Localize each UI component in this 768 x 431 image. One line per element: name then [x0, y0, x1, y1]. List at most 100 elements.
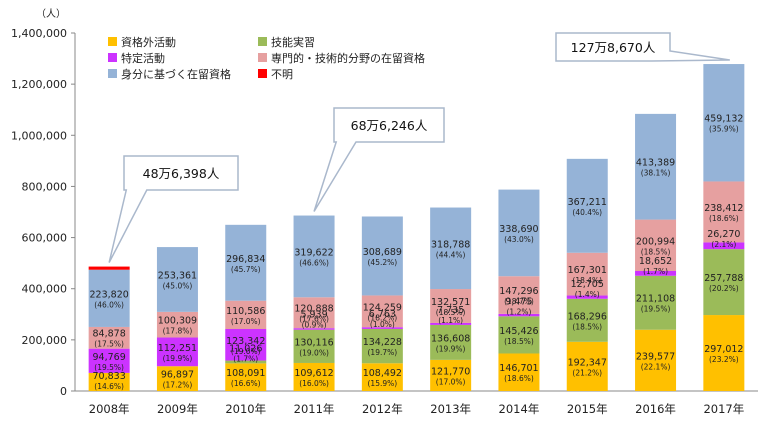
y-tick-label: 1,400,000 — [11, 27, 67, 40]
percent-label: (45.7%) — [231, 265, 261, 274]
data-label: 6,763 — [369, 309, 396, 320]
percent-label: (19.0%) — [299, 348, 329, 357]
callout-text: 48万6,398人 — [143, 166, 220, 181]
percent-label: (17.6%) — [299, 315, 329, 324]
data-label: 121,770 — [431, 366, 470, 377]
percent-label: (18.4%) — [572, 276, 602, 285]
bar-segment — [430, 322, 472, 325]
percent-label: (18.6%) — [709, 214, 739, 223]
data-label: 120,888 — [294, 304, 333, 315]
data-label: 168,296 — [568, 311, 607, 322]
x-tick-label: 2016年 — [635, 402, 676, 416]
percent-label: (18.7%) — [504, 297, 534, 306]
data-label: 7,735 — [437, 305, 464, 316]
x-tick-label: 2012年 — [362, 402, 403, 416]
bar-segment — [430, 324, 472, 360]
y-tick-label: 1,200,000 — [11, 78, 67, 91]
percent-label: (35.9%) — [709, 125, 739, 134]
x-tick-label: 2009年 — [157, 402, 198, 416]
percent-label: (15.9%) — [368, 379, 398, 388]
bar-segment — [703, 315, 745, 391]
bars — [88, 64, 745, 391]
data-label: 308,689 — [363, 247, 402, 258]
bar-segment — [635, 270, 677, 276]
legend-label: 技能実習 — [271, 35, 315, 49]
data-label: 147,296 — [499, 286, 538, 297]
bar-segment — [635, 275, 677, 330]
bar-segment — [498, 316, 540, 354]
bar-segment — [703, 181, 745, 243]
y-tick-label: 600,000 — [22, 232, 68, 245]
percent-label: (21.2%) — [572, 368, 602, 377]
percent-label: (1.0%) — [370, 320, 395, 329]
bar-segment — [566, 341, 608, 391]
data-label: 124,259 — [363, 302, 402, 313]
legend-swatch — [258, 37, 267, 46]
data-label: 123,342 — [226, 336, 265, 347]
y-tick-label: 0 — [60, 385, 67, 398]
percent-label: (46.6%) — [299, 258, 329, 267]
percent-label: (20.2%) — [709, 284, 739, 293]
callout-box — [108, 155, 239, 263]
x-tick-label: 2008年 — [89, 402, 130, 416]
y-tick-label: 1,000,000 — [11, 129, 67, 142]
bar-segment — [635, 329, 677, 391]
data-label: 5,939 — [300, 310, 327, 321]
percent-label: (1.2%) — [506, 307, 531, 316]
data-label: 211,108 — [636, 294, 675, 305]
data-label: 319,622 — [294, 247, 333, 258]
bar-segment — [498, 353, 540, 391]
y-tick-label: 800,000 — [22, 180, 68, 193]
percent-label: (19.7%) — [368, 348, 398, 357]
percent-label: (0.9%) — [302, 321, 327, 330]
bar-segment — [293, 329, 335, 363]
percent-label: (19.9%) — [436, 344, 466, 353]
data-label: 145,426 — [499, 326, 538, 337]
legend-label: 不明 — [271, 68, 293, 81]
data-label: 11,026 — [229, 343, 262, 354]
data-label: 84,878 — [93, 329, 126, 340]
legend-label: 資格外活動 — [121, 35, 176, 49]
legend-swatch — [258, 53, 267, 62]
data-label: 134,228 — [363, 337, 402, 348]
data-label: 413,389 — [636, 158, 675, 169]
percent-label: (16.0%) — [299, 379, 329, 388]
percent-label: (2.1%) — [711, 240, 736, 249]
bar-segment — [88, 372, 130, 391]
percent-label: (38.1%) — [641, 169, 671, 178]
data-label: 12,705 — [571, 279, 604, 290]
legend-swatch — [258, 69, 267, 78]
data-label: 459,132 — [704, 114, 743, 125]
y-tick-label: 200,000 — [22, 334, 68, 347]
percent-label: (14.6%) — [94, 382, 124, 391]
data-label: 200,994 — [636, 236, 675, 247]
data-label: 297,012 — [704, 344, 743, 355]
callout-box — [555, 32, 730, 62]
data-label: 96,897 — [161, 370, 194, 381]
percent-label: (19.9%) — [163, 354, 193, 363]
percent-label: (43.0%) — [504, 235, 534, 244]
data-label: 253,361 — [158, 270, 197, 281]
percent-label: (19.5%) — [641, 305, 671, 314]
bar-segment — [430, 289, 472, 323]
callout-text: 68万6,246人 — [351, 118, 428, 133]
x-tick-label: 2011年 — [294, 402, 335, 416]
legend-label: 専門的・技術的分野の在留資格 — [271, 51, 425, 65]
data-label: 338,690 — [499, 224, 538, 235]
percent-label: (18.5%) — [436, 308, 466, 317]
percent-label: (17.0%) — [436, 377, 466, 386]
bar-segment — [225, 224, 267, 301]
y-unit-label: （人） — [36, 8, 66, 20]
percent-label: (23.2%) — [709, 355, 739, 364]
percent-label: (1.7%) — [643, 267, 668, 276]
bar-segment — [225, 363, 267, 391]
legend-swatch — [108, 69, 117, 78]
data-label: 296,834 — [226, 254, 265, 265]
bar-segment — [361, 328, 403, 364]
bar-segment — [156, 366, 198, 391]
callout-box — [313, 107, 445, 212]
percent-label: (17.8%) — [163, 327, 193, 336]
percent-label: (17.2%) — [163, 381, 193, 390]
